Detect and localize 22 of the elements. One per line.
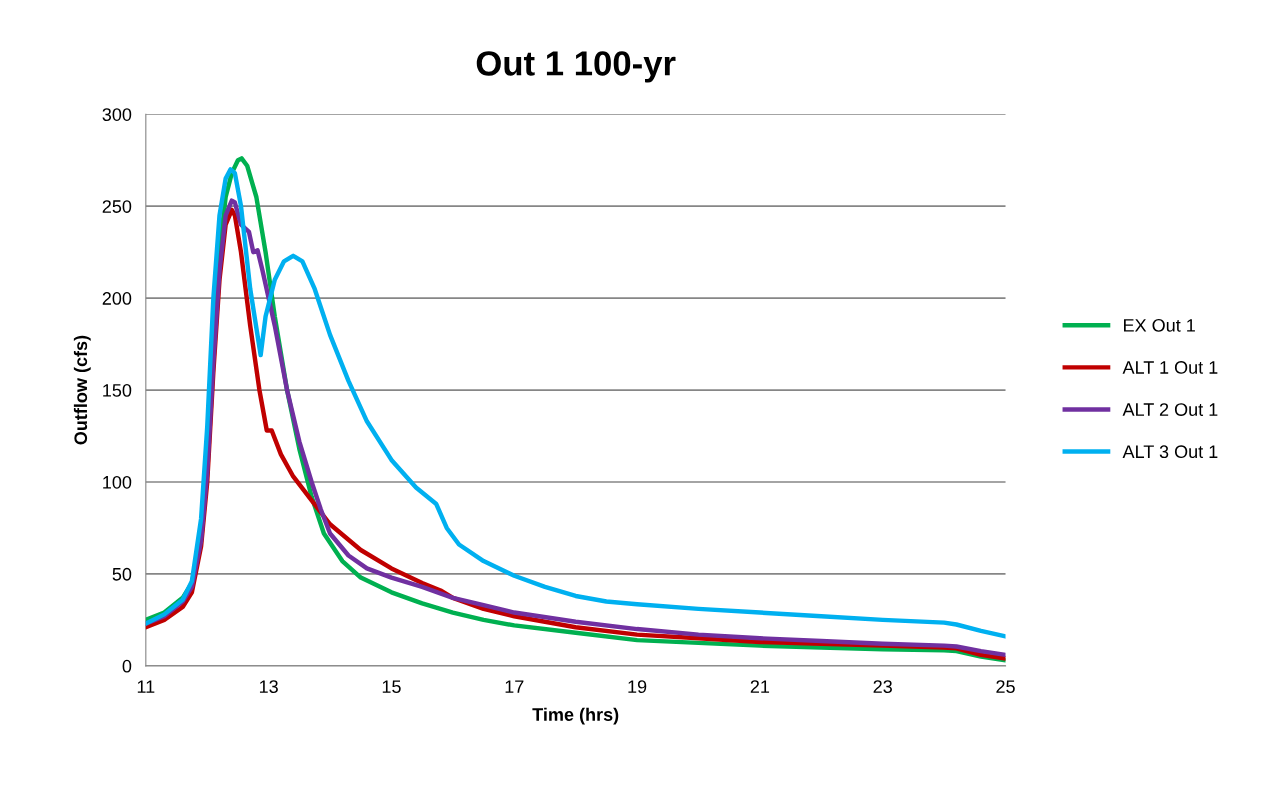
y-tick-label: 150 <box>103 383 132 397</box>
x-axis-title: Time (hrs) <box>532 707 619 725</box>
x-tick-label: 25 <box>996 680 1015 694</box>
y-tick-label: 200 <box>102 292 132 305</box>
legend-label: ALT 1 Out 1 <box>1122 361 1218 374</box>
legend-label: EX Out 1 <box>1124 318 1195 332</box>
legend-label: ALT 2 Out 1 <box>1122 403 1218 416</box>
y-tick-label: 0 <box>122 659 132 673</box>
x-tick-label: 11 <box>137 680 155 693</box>
y-tick-label: 100 <box>103 475 132 489</box>
x-tick-label: 19 <box>628 680 647 694</box>
legend-label: ALT 3 Out 1 <box>1122 445 1218 459</box>
x-tick-label: 23 <box>873 680 892 694</box>
x-tick-label: 13 <box>259 680 278 694</box>
x-tick-label: 15 <box>382 680 401 694</box>
chart-title: Out 1 100-yr <box>476 51 676 83</box>
x-tick-label: 17 <box>505 680 524 693</box>
y-axis-title: Outflow (cfs) <box>73 335 91 445</box>
y-tick-label: 50 <box>112 567 132 581</box>
y-tick-label: 250 <box>102 200 132 213</box>
x-tick-label: 21 <box>750 680 770 693</box>
y-tick-label: 300 <box>102 108 132 121</box>
